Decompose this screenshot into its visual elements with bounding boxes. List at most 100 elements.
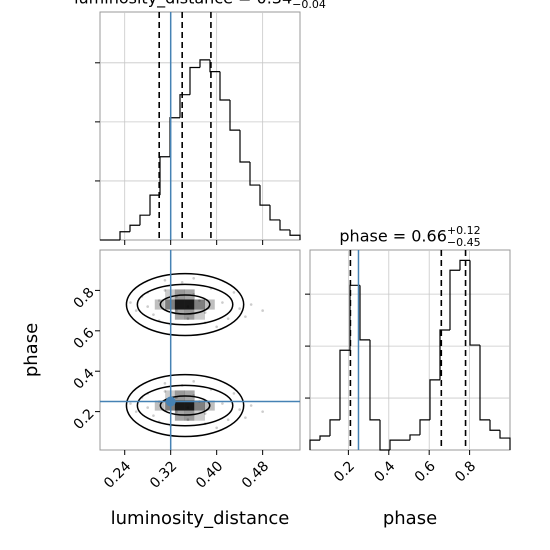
sample-point	[134, 410, 138, 413]
density-cell	[184, 289, 195, 300]
x-tick-label: 0.2	[331, 458, 358, 485]
density-cell	[195, 309, 205, 320]
hist-step	[169, 117, 180, 157]
y-axis-label: phase	[21, 323, 42, 377]
density-cell	[195, 299, 205, 310]
sample-point	[249, 404, 253, 407]
contour	[125, 373, 245, 438]
density-cell	[184, 400, 195, 411]
density-cell	[174, 309, 185, 320]
hist-step	[409, 434, 420, 441]
x-tick-label: 0.40	[193, 458, 226, 491]
hist-step	[309, 439, 320, 450]
sample-point	[215, 426, 218, 430]
sample-point	[203, 412, 207, 415]
sample-point	[175, 410, 178, 413]
contour	[136, 283, 234, 326]
y-tick-label: 0.2	[71, 406, 98, 433]
x-tick-label: 0.48	[239, 458, 272, 491]
sample-point	[163, 382, 167, 385]
hist-step	[319, 435, 330, 441]
sample-point	[232, 392, 236, 395]
sample-point	[244, 416, 247, 419]
x-tick-label: 0.4	[371, 458, 398, 485]
y-tick-label: 0.8	[71, 285, 98, 312]
truth-point	[165, 396, 176, 407]
sample-point	[215, 325, 218, 329]
density-cell	[184, 410, 195, 421]
density-cell	[174, 410, 185, 421]
sample-point	[192, 276, 195, 280]
sample-point	[180, 281, 184, 284]
hist-step	[269, 205, 280, 221]
sample-point	[226, 317, 230, 320]
title-lower: −0.04	[292, 0, 326, 11]
density-cell	[184, 309, 195, 320]
title-upper: +0.12	[447, 224, 481, 237]
x-tick-label: 0.6	[412, 458, 439, 485]
sample-point	[152, 313, 155, 316]
density-cell	[174, 390, 185, 401]
sample-point	[129, 402, 132, 405]
x-tick-label: 0.8	[452, 458, 479, 485]
hist-step	[499, 430, 511, 450]
hist-step	[389, 439, 400, 450]
plot-frame	[99, 11, 301, 241]
x-axis-label: luminosity_distance	[111, 508, 290, 529]
sample-point	[238, 408, 241, 411]
hist-step	[439, 329, 450, 380]
sample-point	[129, 301, 132, 304]
sample-point	[146, 305, 150, 308]
hist-step	[159, 156, 170, 196]
sample-point	[232, 291, 236, 294]
hist-step	[139, 214, 150, 226]
contour	[159, 294, 211, 315]
x-axis-label: phase	[383, 508, 437, 529]
contour	[159, 395, 211, 416]
hist-step	[479, 345, 490, 421]
sample-point	[221, 301, 224, 304]
panel-title: phase = 0.66	[339, 227, 446, 246]
sample-point	[163, 279, 167, 282]
x-tick-label: 0.24	[101, 458, 134, 491]
hist-step	[379, 419, 390, 451]
hist-step	[489, 419, 500, 431]
contour	[136, 384, 234, 427]
hist-step	[129, 224, 140, 232]
x-tick-label: 0.32	[147, 458, 180, 491]
sample-point	[249, 303, 253, 306]
hist-step	[249, 162, 260, 186]
title-lower: −0.45	[447, 236, 481, 249]
sample-point	[203, 311, 207, 314]
sample-point	[186, 418, 190, 421]
hist-step	[449, 269, 460, 330]
hist-step	[119, 231, 130, 240]
sample-point	[244, 315, 247, 318]
hist-step	[149, 194, 160, 216]
plot-frame	[99, 249, 301, 451]
sample-point	[238, 307, 241, 310]
density-cell	[174, 400, 185, 411]
density-cell	[174, 289, 185, 300]
hist-step	[339, 349, 350, 420]
sample-point	[157, 299, 161, 302]
sample-point	[134, 309, 138, 312]
density-cell	[184, 390, 195, 401]
sample-point	[221, 402, 224, 405]
hist-step	[219, 71, 230, 101]
hist-step	[329, 419, 340, 436]
hist-step	[179, 94, 190, 118]
density-cell	[195, 400, 205, 411]
sample-point	[261, 410, 264, 413]
hist-step	[199, 59, 210, 68]
panel-title: luminosity_distance = 0.34	[74, 0, 292, 9]
hist-step	[459, 259, 470, 271]
hist-step	[419, 419, 430, 435]
hist-step	[289, 229, 301, 240]
density-cell	[184, 299, 195, 310]
hist-step	[189, 66, 200, 95]
hist-step	[229, 100, 240, 131]
y-tick-label: 0.4	[71, 365, 98, 392]
sample-point	[226, 418, 230, 421]
